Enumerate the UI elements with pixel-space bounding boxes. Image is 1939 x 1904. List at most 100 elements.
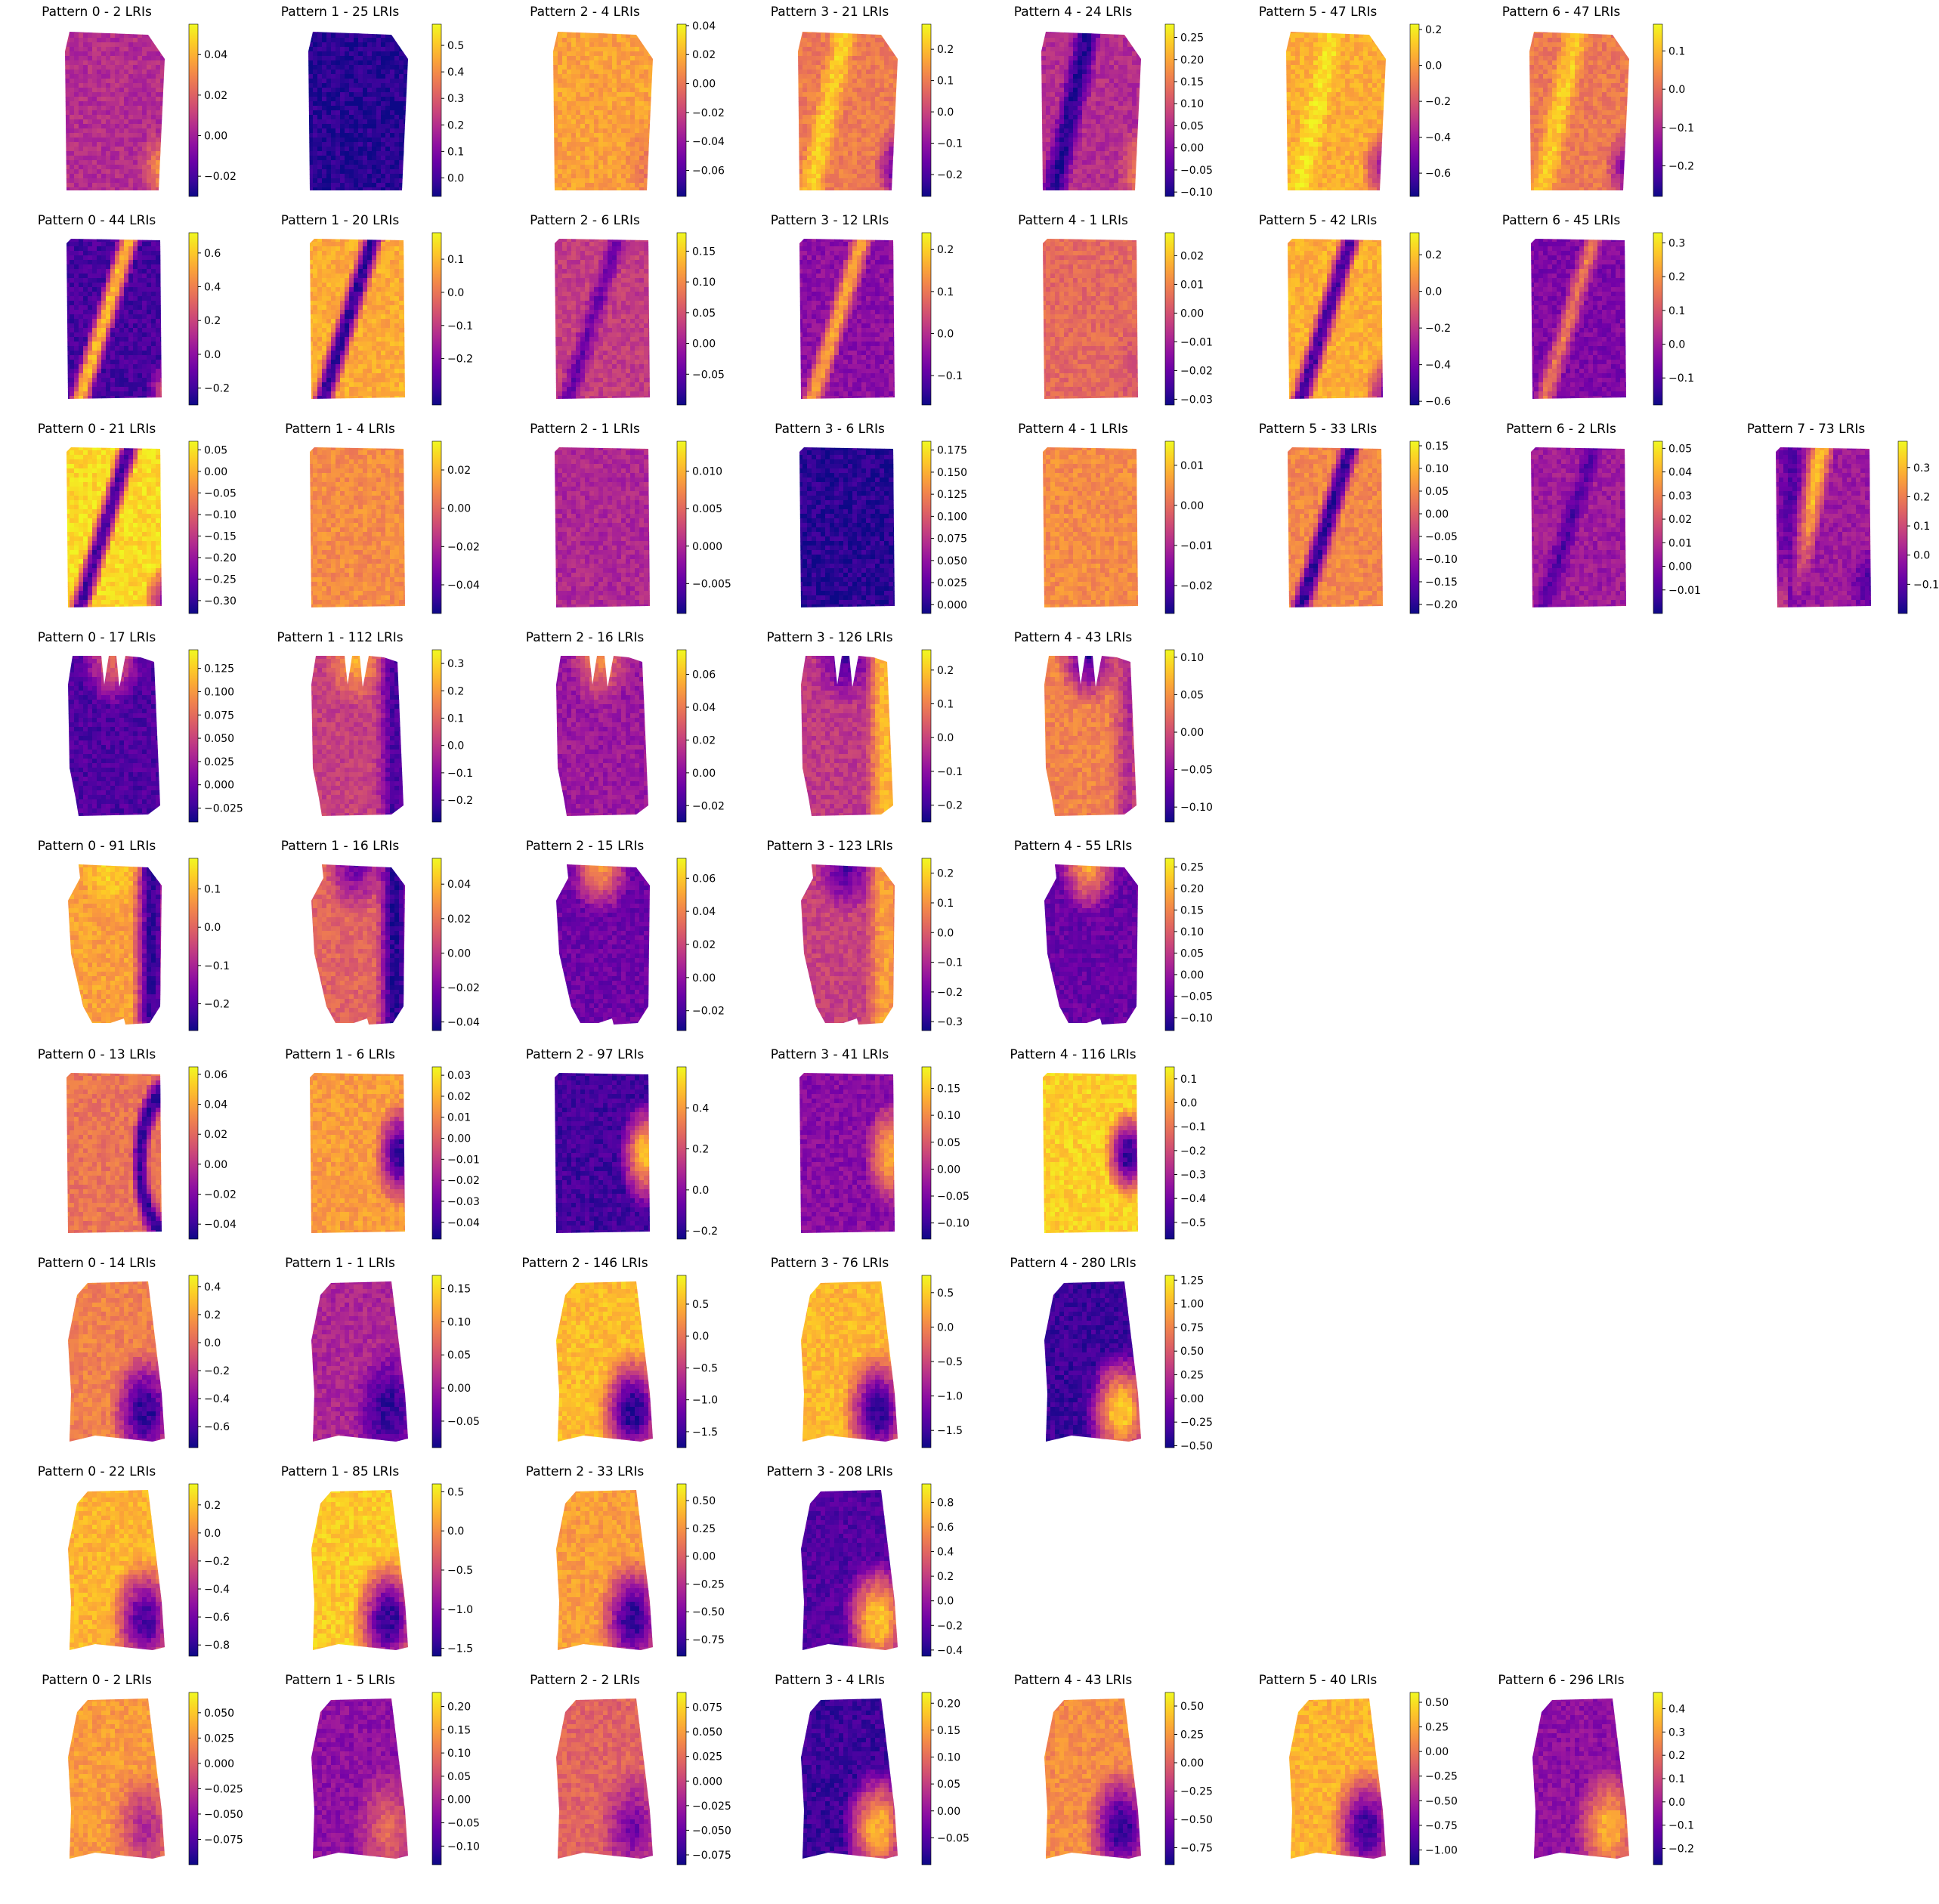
colorbar-tick-label: −0.050 <box>692 1825 731 1837</box>
pattern-panel: Pattern 0 - 2 LRIs 0.050 0.025 0.000 −0.025 −… <box>21 1670 263 1874</box>
colorbar-tick-label: −0.05 <box>447 1818 480 1830</box>
spatial-heatmap: 0.06 0.04 0.02 0.00 −0.02 −0.04 <box>66 1066 237 1240</box>
tissue-map <box>556 864 650 1025</box>
colorbar-tick-label: 0.0 <box>1913 550 1930 562</box>
pattern-panel: Pattern 3 - 208 LRIs 0.8 0.6 0.4 0.2 0.0 −0.2 −… <box>754 1461 996 1665</box>
colorbar-tick-label: 0.050 <box>204 733 234 745</box>
colorbar-tick-label: 0.00 <box>692 338 716 351</box>
colorbar-tick-label: 0.02 <box>204 1129 227 1141</box>
panel-title: Pattern 1 - 16 LRIs <box>264 839 416 854</box>
colorbar-tick-label: −0.1 <box>447 320 473 332</box>
colorbar-tick-label: 0.1 <box>937 76 954 88</box>
spatial-heatmap: 0.05 0.00 −0.05 −0.10 −0.15 −0.20 −0.25 −0.30 <box>66 440 237 614</box>
colorbar-tick-label: 0.2 <box>692 1144 709 1156</box>
pattern-panel: Pattern 0 - 14 LRIs 0.4 0.2 0.0 −0.2 −0.4 −0.6 <box>21 1253 263 1457</box>
colorbar-tick-label: −0.2 <box>937 987 963 999</box>
colorbar-tick-label: 0.00 <box>204 1159 227 1171</box>
colorbar-tick-label: 0.025 <box>692 1751 722 1763</box>
colorbar-tick-label: 0.04 <box>1668 467 1692 479</box>
colorbar-tick-label: 0.00 <box>204 466 227 478</box>
colorbar <box>921 858 932 1031</box>
colorbar-tick-label: −0.04 <box>204 1219 237 1231</box>
tissue-map <box>68 1490 165 1650</box>
pattern-panel: Pattern 1 - 16 LRIs 0.04 0.02 0.00 −0.02 −0.0… <box>264 836 506 1040</box>
colorbar-tick-label: 0.00 <box>1180 1757 1204 1770</box>
panel-title: Pattern 4 - 43 LRIs <box>997 630 1149 645</box>
colorbar <box>1897 440 1908 614</box>
colorbar-tick-label: 0.03 <box>1668 490 1692 502</box>
colorbar-tick-label: 0.2 <box>937 1571 954 1583</box>
colorbar-tick-label: −0.4 <box>1425 360 1451 372</box>
spatial-heatmap: 0.50 0.25 0.00 −0.25 −0.50 −0.75 −1.00 <box>1289 1692 1458 1865</box>
colorbar-tick-label: 0.15 <box>447 1284 471 1296</box>
pattern-panel: Pattern 6 - 45 LRIs 0.3 0.2 0.1 0.0 −0.1 <box>1486 210 1727 414</box>
panel-title: Pattern 0 - 2 LRIs <box>21 1673 172 1688</box>
colorbar-tick-label: 0.10 <box>447 1316 471 1328</box>
colorbar <box>1409 1692 1420 1865</box>
panel-title: Pattern 1 - 85 LRIs <box>264 1464 416 1479</box>
colorbar-tick-label: −0.2 <box>1180 1145 1206 1158</box>
panel-title: Pattern 6 - 45 LRIs <box>1486 213 1637 228</box>
colorbar <box>431 23 442 197</box>
colorbar-tick-label: −0.10 <box>204 509 237 521</box>
colorbar <box>1164 232 1175 406</box>
colorbar <box>1164 649 1175 823</box>
colorbar-tick-label: 0.050 <box>692 1726 722 1739</box>
colorbar-tick-label: 0.1 <box>1668 45 1685 57</box>
tissue-map <box>1044 1281 1141 1442</box>
colorbar <box>188 440 199 614</box>
colorbar-tick-label: −0.2 <box>204 1365 230 1377</box>
panel-title: Pattern 4 - 116 LRIs <box>997 1047 1149 1062</box>
colorbar <box>676 858 687 1031</box>
panel-title: Pattern 2 - 2 LRIs <box>509 1673 660 1688</box>
panel-title: Pattern 2 - 146 LRIs <box>509 1256 660 1271</box>
colorbar-tick-label: 0.075 <box>204 709 234 722</box>
colorbar <box>188 23 199 197</box>
colorbar <box>921 23 932 197</box>
colorbar-tick-label: 0.25 <box>1180 1370 1204 1382</box>
colorbar <box>431 1483 442 1657</box>
colorbar-tick-label: 0.1 <box>447 146 464 158</box>
colorbar-tick-label: 0.00 <box>1425 508 1449 521</box>
colorbar <box>676 649 687 823</box>
colorbar-tick-label: 0.0 <box>937 1596 954 1608</box>
colorbar-tick-label: −0.05 <box>1180 765 1213 777</box>
colorbar-tick-label: 0.05 <box>937 1137 960 1149</box>
panel-title: Pattern 7 - 73 LRIs <box>1730 422 1882 437</box>
colorbar-tick-label: 0.15 <box>1180 904 1204 916</box>
colorbar-tick-label: 0.0 <box>937 927 954 939</box>
colorbar-tick-label: −0.10 <box>937 1218 970 1230</box>
spatial-heatmap: 0.01 0.00 −0.01 −0.02 <box>1043 440 1213 614</box>
panel-title: Pattern 3 - 123 LRIs <box>754 839 905 854</box>
colorbar <box>1409 23 1420 197</box>
colorbar-tick-label: 0.10 <box>1180 652 1204 664</box>
colorbar-tick-label: 0.2 <box>204 1500 221 1512</box>
colorbar <box>921 1275 932 1448</box>
colorbar-tick-label: 0.00 <box>692 1551 716 1563</box>
panel-title: Pattern 1 - 112 LRIs <box>264 630 416 645</box>
colorbar-tick-label: 0.0 <box>447 1525 464 1538</box>
colorbar-tick-label: −0.10 <box>1180 1012 1213 1025</box>
colorbar-tick-label: −0.2 <box>692 1226 718 1238</box>
tissue-map <box>311 656 404 816</box>
colorbar-tick-label: 0.3 <box>447 658 464 670</box>
colorbar-tick-label: −0.05 <box>692 369 725 381</box>
panel-title: Pattern 4 - 1 LRIs <box>997 422 1149 437</box>
pattern-panel: Pattern 0 - 13 LRIs 0.06 0.04 0.02 0.00 −0.02… <box>21 1044 263 1248</box>
colorbar-tick-label: 0.15 <box>1425 440 1449 453</box>
colorbar-tick-label: −0.01 <box>447 1154 480 1166</box>
spatial-heatmap: 0.5 0.0 −0.5 −1.0 −1.5 <box>801 1275 963 1448</box>
colorbar-tick-label: 0.2 <box>1425 24 1442 36</box>
tissue-map <box>801 656 893 816</box>
colorbar-tick-label: 0.02 <box>447 913 471 926</box>
colorbar-tick-label: −0.2 <box>1425 323 1451 335</box>
pattern-panel: Pattern 2 - 1 LRIs 0.010 0.005 0.000 −0.005 <box>509 419 751 623</box>
colorbar-tick-label: −1.0 <box>447 1604 473 1616</box>
colorbar-tick-label: 0.00 <box>692 768 716 780</box>
tissue-map <box>66 447 162 607</box>
colorbar-tick-label: 0.04 <box>692 20 716 32</box>
colorbar-tick-label: 0.1 <box>937 699 954 711</box>
pattern-panel: Pattern 3 - 126 LRIs 0.2 0.1 0.0 −0.1 −0.2 <box>754 627 996 831</box>
colorbar-tick-label: 0.2 <box>937 868 954 880</box>
spatial-heatmap: 0.3 0.2 0.1 0.0 −0.1 <box>1531 232 1694 406</box>
